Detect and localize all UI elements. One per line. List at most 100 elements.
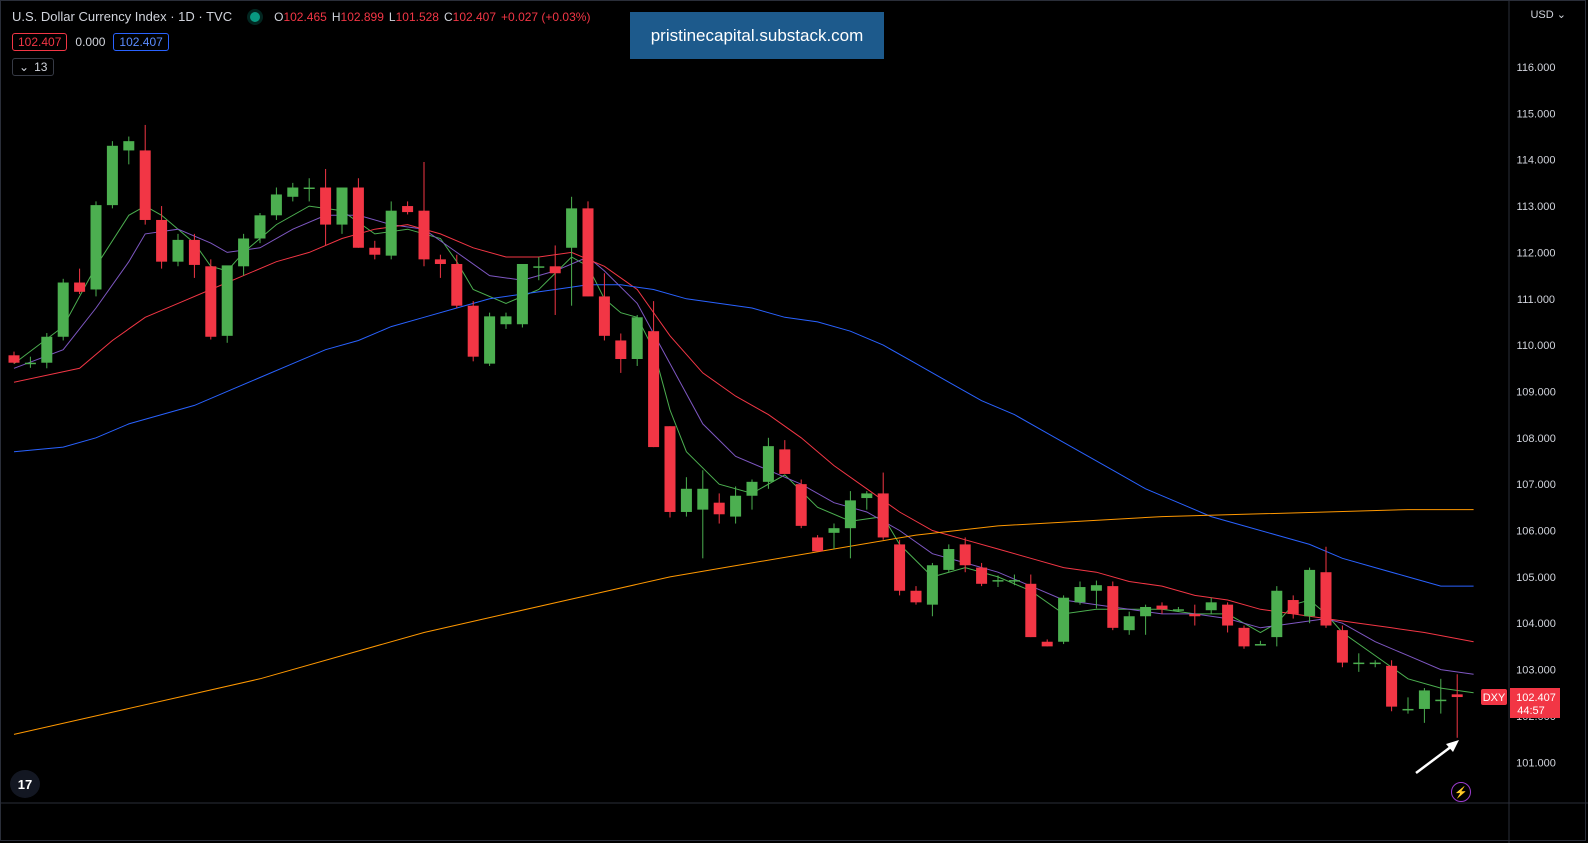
candle (926, 562, 938, 617)
candle-body (516, 263, 528, 325)
candle (1336, 625, 1348, 668)
candle-body (1222, 604, 1234, 626)
candle-body (1058, 597, 1070, 642)
annotation-arrow (1415, 740, 1459, 774)
candle-body (1435, 699, 1447, 702)
candle-body (1254, 644, 1266, 646)
candle-body (500, 316, 512, 325)
candle (205, 259, 217, 340)
candle-body (910, 590, 922, 603)
candle-body (894, 544, 906, 591)
candle (648, 301, 660, 448)
candle-body (74, 282, 86, 292)
moving-averages (13, 205, 1474, 735)
change-value: +0.027 (+0.03%) (501, 9, 591, 24)
watermark-banner: pristinecapital.substack.com (630, 12, 884, 59)
candle-body (1238, 627, 1250, 647)
price-axis[interactable]: 116.000 115.000 114.000 113.000 112.000 111.0… (1516, 62, 1556, 769)
candle-body (1451, 694, 1463, 698)
candle-body (418, 210, 430, 260)
candle-body (779, 449, 791, 474)
candle (746, 479, 758, 510)
candle (41, 333, 53, 369)
candle (57, 278, 69, 341)
candle (861, 491, 873, 510)
candle-body (746, 481, 758, 496)
candle-body (451, 263, 463, 306)
candle-body (664, 426, 676, 512)
candle (172, 233, 184, 267)
candle (631, 314, 643, 366)
candle-body (812, 537, 824, 552)
ask-price-button[interactable]: 102.407 (113, 33, 169, 51)
candle (74, 268, 86, 295)
open-value: O102.465 (274, 9, 327, 24)
candle (139, 124, 151, 225)
candle (1320, 546, 1332, 628)
price-tick-label: 103.000 (1516, 665, 1556, 677)
currency-selector[interactable]: USD ⌄ (1530, 9, 1566, 21)
candle-body (1123, 616, 1135, 631)
indicator-count: 13 (34, 60, 48, 74)
candle (697, 470, 709, 559)
price-tick-label: 114.000 (1517, 155, 1556, 167)
indicators-toggle-button[interactable]: ⌄ 13 (12, 58, 55, 76)
price-tick-label: 109.000 (1516, 386, 1556, 398)
candle (943, 544, 955, 573)
candle (877, 472, 889, 540)
candle-body (533, 266, 545, 268)
candle-body (320, 187, 332, 225)
candle (664, 426, 676, 518)
candle-body (188, 239, 200, 265)
candle-body (1025, 583, 1037, 638)
candle (1254, 640, 1266, 646)
candle (484, 312, 496, 366)
candle (1369, 660, 1381, 668)
candle (1451, 674, 1463, 738)
countdown-text: 44:57 (1517, 705, 1545, 717)
candle-body (205, 266, 217, 337)
candle (533, 257, 545, 281)
candle-body (139, 150, 151, 220)
candle (320, 168, 332, 246)
bid-price-button[interactable]: 102.407 (12, 33, 68, 51)
low-value: L101.528 (388, 9, 439, 24)
candle (434, 254, 446, 278)
candle (106, 141, 118, 209)
candle (1271, 586, 1283, 647)
candle-body (1172, 609, 1184, 611)
candle-body (57, 282, 69, 337)
candle (1222, 602, 1234, 633)
candle (90, 201, 102, 297)
candle-body (402, 206, 414, 213)
candle (680, 477, 692, 517)
candle (1074, 581, 1086, 605)
candle (1107, 581, 1119, 631)
candles (8, 124, 1463, 738)
candle (910, 586, 922, 605)
candle (221, 265, 233, 343)
symbol-title[interactable]: U.S. Dollar Currency Index · 1D · TVC (12, 9, 233, 24)
candle-body (1107, 586, 1119, 628)
symbol-badge (1481, 689, 1507, 705)
candle (123, 136, 135, 165)
tradingview-logo[interactable]: 17 (10, 770, 40, 798)
candle-body (1320, 572, 1332, 626)
candle-body (254, 215, 266, 239)
candle-body (1205, 602, 1217, 611)
price-tick-label: 110.000 (1517, 340, 1556, 352)
bolt-icon[interactable]: ⚡ (1451, 782, 1471, 802)
candle (24, 356, 36, 368)
candle-body (1287, 600, 1299, 614)
candle (795, 479, 807, 529)
candle (844, 491, 856, 559)
price-tick-label: 104.000 (1516, 618, 1556, 630)
ma-line-longer (13, 284, 1474, 587)
candle-body (123, 141, 135, 151)
candle (713, 493, 725, 524)
candle (1205, 597, 1217, 614)
candle-body (385, 210, 397, 256)
ma-line-short (13, 205, 1474, 694)
